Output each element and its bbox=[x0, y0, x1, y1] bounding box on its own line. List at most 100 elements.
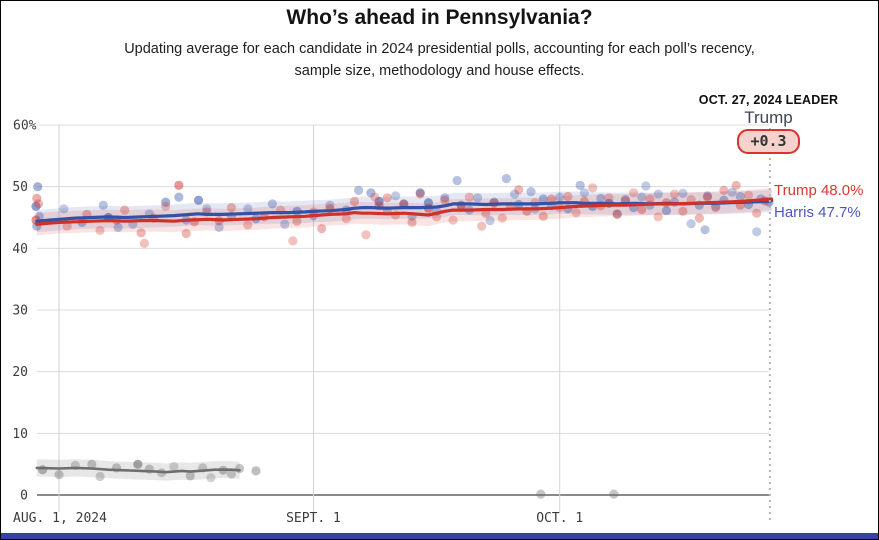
trump-poll-dot[interactable] bbox=[292, 216, 302, 226]
other-poll-dot[interactable] bbox=[536, 489, 546, 499]
harris-poll-dot[interactable] bbox=[637, 192, 647, 202]
trump-poll-dot[interactable] bbox=[370, 192, 380, 202]
harris-poll-dot[interactable] bbox=[174, 192, 184, 202]
trump-poll-dot[interactable] bbox=[743, 190, 754, 200]
other-poll-dot[interactable] bbox=[226, 469, 236, 479]
trump-poll-dot[interactable] bbox=[711, 203, 721, 213]
trump-poll-dot[interactable] bbox=[464, 192, 474, 202]
harris-poll-dot[interactable] bbox=[579, 188, 590, 198]
harris-poll-dot[interactable] bbox=[473, 193, 483, 203]
trump-poll-dot[interactable] bbox=[136, 228, 146, 238]
other-poll-dot[interactable] bbox=[38, 465, 48, 475]
harris-poll-dot[interactable] bbox=[702, 191, 713, 201]
harris-poll-dot[interactable] bbox=[661, 206, 672, 216]
harris-poll-dot[interactable] bbox=[555, 192, 565, 202]
trump-poll-dot[interactable] bbox=[120, 205, 130, 215]
other-poll-dot[interactable] bbox=[87, 459, 97, 469]
trump-poll-dot[interactable] bbox=[612, 209, 622, 219]
harris-poll-dot[interactable] bbox=[686, 219, 696, 229]
trump-poll-dot[interactable] bbox=[731, 180, 741, 190]
trump-poll-dot[interactable] bbox=[702, 192, 713, 202]
trump-poll-dot[interactable] bbox=[349, 196, 360, 207]
harris-poll-dot[interactable] bbox=[31, 201, 41, 211]
trump-poll-dot[interactable] bbox=[161, 201, 171, 211]
harris-poll-dot[interactable] bbox=[509, 189, 520, 199]
trump-poll-dot[interactable] bbox=[670, 189, 680, 199]
harris-poll-dot[interactable] bbox=[612, 209, 622, 219]
trump-poll-dot[interactable] bbox=[32, 193, 42, 203]
trump-poll-dot[interactable] bbox=[317, 224, 327, 234]
harris-poll-dot[interactable] bbox=[161, 197, 171, 207]
harris-poll-dot[interactable] bbox=[501, 174, 511, 184]
trump-poll-dot[interactable] bbox=[448, 215, 458, 225]
trump-poll-dot[interactable] bbox=[174, 180, 184, 190]
other-poll-dot[interactable] bbox=[185, 471, 195, 481]
harris-poll-dot[interactable] bbox=[727, 187, 737, 197]
harris-poll-dot[interactable] bbox=[752, 227, 762, 237]
trump-poll-dot[interactable] bbox=[477, 221, 487, 231]
trump-poll-dot[interactable] bbox=[637, 204, 647, 215]
other-poll-dot[interactable] bbox=[169, 462, 179, 472]
harris-poll-dot[interactable] bbox=[440, 193, 450, 203]
trump-poll-dot[interactable] bbox=[571, 208, 581, 218]
harris-poll-dot[interactable] bbox=[575, 180, 585, 190]
harris-poll-dot[interactable] bbox=[202, 204, 212, 214]
harris-poll-dot[interactable] bbox=[700, 225, 710, 235]
other-poll-dot[interactable] bbox=[95, 471, 105, 482]
trump-poll-dot[interactable] bbox=[645, 194, 655, 204]
other-poll-dot[interactable] bbox=[251, 466, 261, 476]
harris-poll-dot[interactable] bbox=[59, 204, 69, 214]
harris-poll-dot[interactable] bbox=[374, 196, 384, 207]
trump-poll-dot[interactable] bbox=[588, 183, 598, 193]
trump-poll-dot[interactable] bbox=[361, 230, 371, 240]
trump-poll-dot[interactable] bbox=[226, 203, 236, 213]
harris-poll-dot[interactable] bbox=[280, 219, 290, 229]
trump-poll-dot[interactable] bbox=[604, 193, 614, 203]
trump-poll-dot[interactable] bbox=[497, 213, 507, 223]
harris-poll-dot[interactable] bbox=[267, 199, 277, 209]
trump-poll-dot[interactable] bbox=[546, 194, 557, 204]
other-poll-dot[interactable] bbox=[609, 489, 619, 499]
harris-poll-dot[interactable] bbox=[33, 182, 43, 192]
trump-poll-dot[interactable] bbox=[382, 193, 392, 203]
harris-poll-dot[interactable] bbox=[325, 200, 335, 210]
harris-poll-dot[interactable] bbox=[538, 194, 548, 204]
other-poll-dot[interactable] bbox=[206, 473, 216, 483]
trump-poll-dot[interactable] bbox=[415, 189, 425, 199]
trump-poll-dot[interactable] bbox=[629, 188, 639, 198]
trump-poll-dot[interactable] bbox=[407, 217, 417, 227]
harris-poll-dot[interactable] bbox=[678, 188, 688, 198]
trump-poll-dot[interactable] bbox=[62, 221, 72, 231]
trump-poll-dot[interactable] bbox=[678, 206, 688, 216]
harris-poll-dot[interactable] bbox=[113, 222, 123, 232]
harris-poll-dot[interactable] bbox=[243, 204, 253, 214]
harris-poll-dot[interactable] bbox=[98, 200, 108, 210]
trump-poll-dot[interactable] bbox=[181, 228, 191, 239]
trump-poll-dot[interactable] bbox=[653, 212, 663, 222]
harris-poll-dot[interactable] bbox=[366, 188, 376, 198]
harris-poll-dot[interactable] bbox=[485, 216, 495, 226]
trump-poll-dot[interactable] bbox=[33, 199, 44, 209]
harris-poll-dot[interactable] bbox=[452, 175, 462, 186]
harris-poll-dot[interactable] bbox=[596, 193, 606, 203]
other-poll-dot[interactable] bbox=[54, 470, 64, 480]
harris-poll-dot[interactable] bbox=[214, 222, 224, 232]
harris-poll-dot[interactable] bbox=[526, 187, 536, 197]
harris-poll-dot[interactable] bbox=[620, 195, 631, 205]
harris-poll-dot[interactable] bbox=[735, 191, 745, 202]
trump-poll-dot[interactable] bbox=[139, 238, 149, 248]
harris-poll-dot[interactable] bbox=[641, 181, 651, 191]
trump-poll-dot[interactable] bbox=[538, 211, 548, 221]
harris-poll-dot[interactable] bbox=[193, 195, 204, 205]
harris-poll-dot[interactable] bbox=[391, 191, 401, 201]
trump-poll-dot[interactable] bbox=[514, 185, 524, 195]
trump-poll-dot[interactable] bbox=[752, 208, 762, 218]
trump-poll-dot[interactable] bbox=[694, 213, 704, 223]
harris-poll-dot[interactable] bbox=[354, 185, 364, 195]
trump-poll-dot[interactable] bbox=[95, 225, 105, 235]
trump-poll-dot[interactable] bbox=[288, 236, 298, 246]
harris-poll-dot[interactable] bbox=[415, 188, 425, 198]
trump-poll-dot[interactable] bbox=[341, 214, 351, 224]
harris-poll-dot[interactable] bbox=[653, 189, 663, 199]
